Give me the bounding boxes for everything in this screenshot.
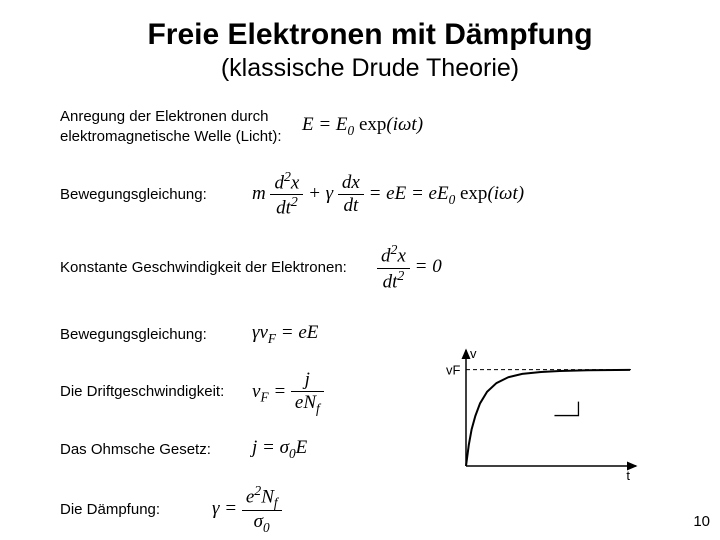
label-ohm: Das Ohmsche Gesetz:	[60, 440, 252, 460]
svg-text:vF: vF	[446, 363, 461, 378]
svg-text:v: v	[470, 346, 477, 361]
row-constvel: Konstante Geschwindigkeit der Elektronen…	[60, 243, 680, 292]
formula-damping: γ = e2Nfσ0	[212, 484, 282, 535]
label-drift: Die Driftgeschwindigkeit:	[60, 382, 252, 402]
slide: Freie Elektronen mit Dämpfung (klassisch…	[0, 0, 720, 540]
formula-eom1: m d2xdt2 + γ dxdt = eE = eE0 exp(iωt)	[252, 170, 524, 219]
formula-drift: vF = jeNf	[252, 369, 324, 416]
page-title: Freie Elektronen mit Dämpfung	[60, 18, 680, 52]
formula-e-field: E = E0 exp(iωt)	[302, 114, 423, 139]
label-eom2: Bewegungsgleichung:	[60, 325, 252, 345]
formula-ohm: j = σ0E	[252, 437, 307, 462]
velocity-chart: vvF t	[438, 346, 638, 482]
row-excitation: Anregung der Elektronen durch elektromag…	[60, 107, 680, 146]
page-subtitle: (klassische Drude Theorie)	[60, 54, 680, 83]
label-eom1: Bewegungsgleichung:	[60, 185, 252, 205]
page-number: 10	[693, 513, 710, 530]
row-damping: Die Dämpfung: γ = e2Nfσ0	[60, 484, 680, 535]
label-constvel: Konstante Geschwindigkeit der Elektronen…	[60, 258, 377, 278]
formula-eom2: γvF = eE	[252, 322, 318, 347]
label-damping: Die Dämpfung:	[60, 500, 212, 520]
formula-constvel: d2xdt2 = 0	[377, 243, 442, 292]
svg-text:t: t	[626, 468, 630, 482]
row-eom1: Bewegungsgleichung: m d2xdt2 + γ dxdt = …	[60, 170, 680, 219]
label-excitation: Anregung der Elektronen durch elektromag…	[60, 107, 302, 146]
